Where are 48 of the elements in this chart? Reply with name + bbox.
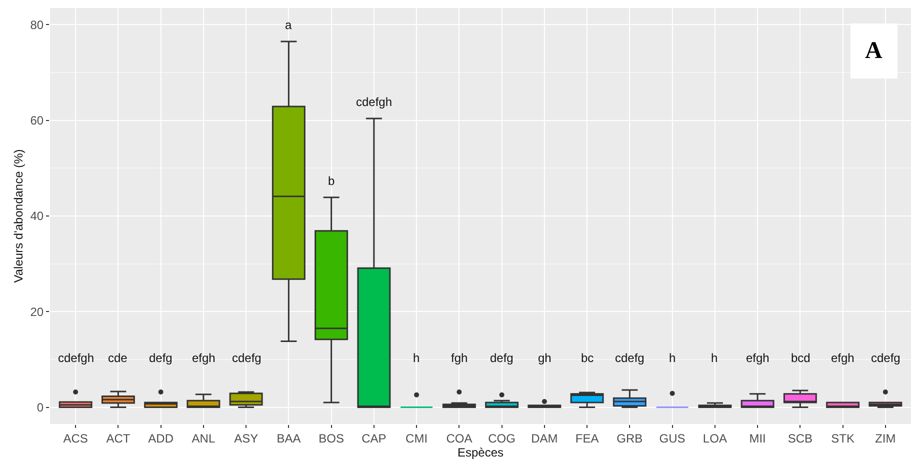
x-tick-label: BAA: [276, 431, 301, 446]
x-tick-label: DAM: [531, 431, 558, 446]
annotation: bcd: [791, 351, 810, 365]
annotation: h: [711, 351, 718, 365]
x-tick-label: ADD: [148, 431, 174, 446]
annotation: efgh: [746, 351, 770, 365]
annotation: cdefg: [232, 351, 262, 365]
annotation: cdefg: [871, 351, 900, 365]
x-tick-label: GRB: [616, 431, 643, 446]
annotation: bc: [581, 351, 594, 365]
annotation: gh: [538, 351, 552, 365]
x-tick-label: ASY: [234, 431, 258, 446]
annotation: efgh: [192, 351, 216, 365]
annotation: cdefgh: [356, 95, 392, 109]
x-tick-label: SCB: [788, 431, 813, 446]
x-tick-label: ACT: [106, 431, 131, 446]
x-tick-label: FEA: [575, 431, 599, 446]
y-tick-label: 80: [30, 18, 44, 32]
y-tick-label: 60: [30, 114, 44, 128]
annotation: cdefgh: [58, 351, 94, 365]
x-tick-label: BOS: [318, 431, 344, 446]
annotation: defg: [149, 351, 172, 365]
x-axis-title: Espèces: [457, 445, 504, 460]
x-tick-label: ZIM: [875, 431, 896, 446]
annotation: h: [413, 351, 420, 365]
x-tick-label: CMI: [406, 431, 428, 446]
x-tick-label: STK: [831, 431, 854, 446]
annotation: h: [669, 351, 676, 365]
y-tick-label: 0: [36, 400, 44, 414]
annotation: fgh: [451, 351, 468, 365]
annotation: A: [865, 38, 883, 64]
x-tick-label: MII: [749, 431, 766, 446]
y-tick-label: 20: [30, 304, 44, 319]
annotation: a: [285, 18, 292, 32]
annotation: cde: [108, 351, 128, 365]
annotation: defg: [490, 351, 514, 365]
x-tick-label: COG: [488, 431, 516, 446]
x-tick-label: CAP: [362, 431, 386, 446]
annotation: cdefg: [615, 351, 644, 365]
x-tick-label: COA: [446, 431, 472, 446]
y-tick-label: 40: [30, 209, 44, 224]
annotation: b: [328, 174, 335, 188]
y-axis-title: Valeurs d'abondance (%): [12, 149, 26, 283]
x-tick-label: LOA: [702, 431, 727, 446]
x-tick-label: ACS: [63, 431, 88, 446]
x-tick-label: ANL: [192, 431, 216, 446]
x-tick-label: GUS: [659, 431, 686, 446]
annotation: efgh: [831, 351, 854, 365]
